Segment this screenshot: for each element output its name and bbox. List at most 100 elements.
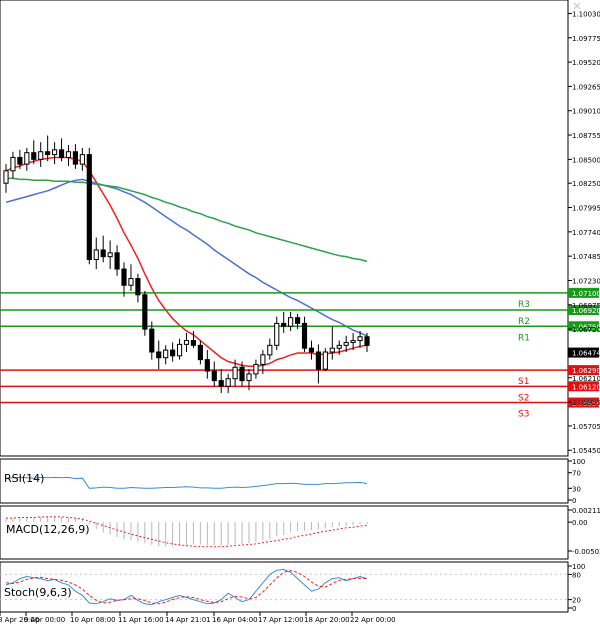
candle: [52, 142, 58, 165]
level-price-box: [568, 397, 599, 408]
macd-panel-frame: [0, 505, 569, 560]
candle-body: [350, 340, 356, 343]
candle-body: [142, 294, 148, 330]
price-tick-label: 1.08250: [572, 180, 600, 188]
candle-body: [128, 278, 134, 286]
candle: [45, 135, 51, 162]
candle-body: [225, 378, 231, 387]
level-price-label: 1.07100: [572, 290, 600, 298]
candle-body: [135, 278, 141, 296]
indicator-tick-label: 30: [572, 485, 581, 493]
price-tick-label: 1.05450: [572, 447, 600, 455]
indicator-tick-label: 0: [572, 497, 576, 505]
candle-body: [58, 149, 65, 158]
price-tick-label: 1.07740: [572, 229, 600, 237]
level-price-box: [568, 365, 599, 376]
indicator-tick-label: 70: [572, 470, 581, 478]
candle-body: [253, 363, 259, 375]
indicator-tick-label: 20: [572, 597, 581, 605]
candle: [107, 240, 113, 270]
candle-body: [107, 252, 113, 258]
candle-body: [246, 373, 252, 382]
main-panel-frame: [0, 0, 569, 457]
candle: [142, 290, 148, 336]
candle: [93, 237, 99, 270]
candle: [197, 340, 203, 365]
candle-body: [288, 317, 294, 327]
moving-average-line-3: [6, 177, 368, 263]
price-tick-label: 1.08755: [572, 132, 600, 140]
stoch-label: Stoch(9,6,3): [4, 586, 72, 599]
candle-body: [65, 151, 72, 158]
candle: [121, 262, 127, 297]
level-label-s2: S2: [518, 393, 529, 403]
price-tick-label: 1.07485: [572, 253, 600, 261]
candle-body: [197, 344, 203, 361]
candle-body: [100, 249, 106, 258]
candle-body: [176, 343, 183, 357]
candle: [350, 332, 356, 351]
candle: [336, 340, 342, 355]
current-price: 1.06474: [568, 347, 600, 358]
indicator-tick-label: 0: [572, 605, 576, 613]
time-tick-label: 16 Apr 04:00: [212, 616, 258, 624]
candle: [190, 331, 197, 349]
candle: [274, 316, 280, 351]
candle-body: [156, 351, 162, 359]
time-tick-label: 14 Apr 21:01: [165, 616, 211, 624]
indicator-tick-label: 100: [572, 458, 585, 466]
stoch-panel-frame: [0, 561, 569, 613]
candle-body: [308, 347, 315, 353]
level-label-r1: R1: [518, 333, 530, 343]
candle: [329, 326, 335, 360]
level-price-box: [568, 321, 599, 332]
candle: [343, 335, 349, 353]
candle: [149, 321, 155, 360]
candle: [176, 338, 183, 360]
level-price-label: 1.06920: [572, 307, 600, 315]
candle-body: [190, 340, 197, 346]
rsi-panel: 100 70 30 0 RSI(14): [4, 458, 585, 505]
level-label-s1: S1: [518, 377, 529, 387]
candle: [135, 273, 141, 303]
candle-body: [52, 149, 58, 156]
candle-body: [170, 349, 176, 357]
candle: [357, 331, 363, 349]
candle-body: [357, 336, 363, 342]
candle-body: [364, 336, 370, 346]
candle-body: [93, 249, 99, 260]
candle: [246, 369, 252, 391]
macd-signal-line: [6, 516, 368, 548]
price-tick-label: 1.06720: [572, 326, 600, 334]
candle: [294, 313, 301, 330]
candle: [232, 359, 238, 387]
candle: [10, 151, 16, 179]
candle: [3, 164, 9, 193]
candle-body: [322, 351, 328, 370]
close-icon[interactable]: [573, 2, 581, 10]
price-tick-label: 1.06210: [572, 375, 600, 383]
time-tick-label: 11 Apr 16:00: [118, 616, 164, 624]
candle-body: [239, 366, 245, 382]
indicator-tick-label: 0.002111: [572, 507, 600, 515]
level-price-label: 1.06290: [572, 367, 600, 375]
candle-body: [79, 154, 85, 165]
candle-body: [218, 380, 224, 387]
time-tick-label: 9 Apr 00:00: [24, 616, 65, 624]
candle-body: [315, 351, 321, 370]
candle-body: [72, 151, 79, 165]
candle: [364, 332, 370, 353]
candle-body: [301, 322, 308, 349]
candle: [156, 340, 162, 370]
price-tick-label: 1.09775: [572, 35, 600, 43]
current-price-box: [568, 347, 599, 358]
candle-body: [10, 156, 16, 172]
candle: [65, 145, 72, 167]
candle-body: [17, 156, 23, 165]
candle-body: [114, 252, 120, 270]
candle: [260, 350, 266, 374]
time-axis: 8 Apr 20:009 Apr 00:00 10 Apr 08:00 11 Apr…: [0, 612, 396, 624]
candle-body: [232, 366, 238, 380]
candle-body: [336, 344, 342, 349]
